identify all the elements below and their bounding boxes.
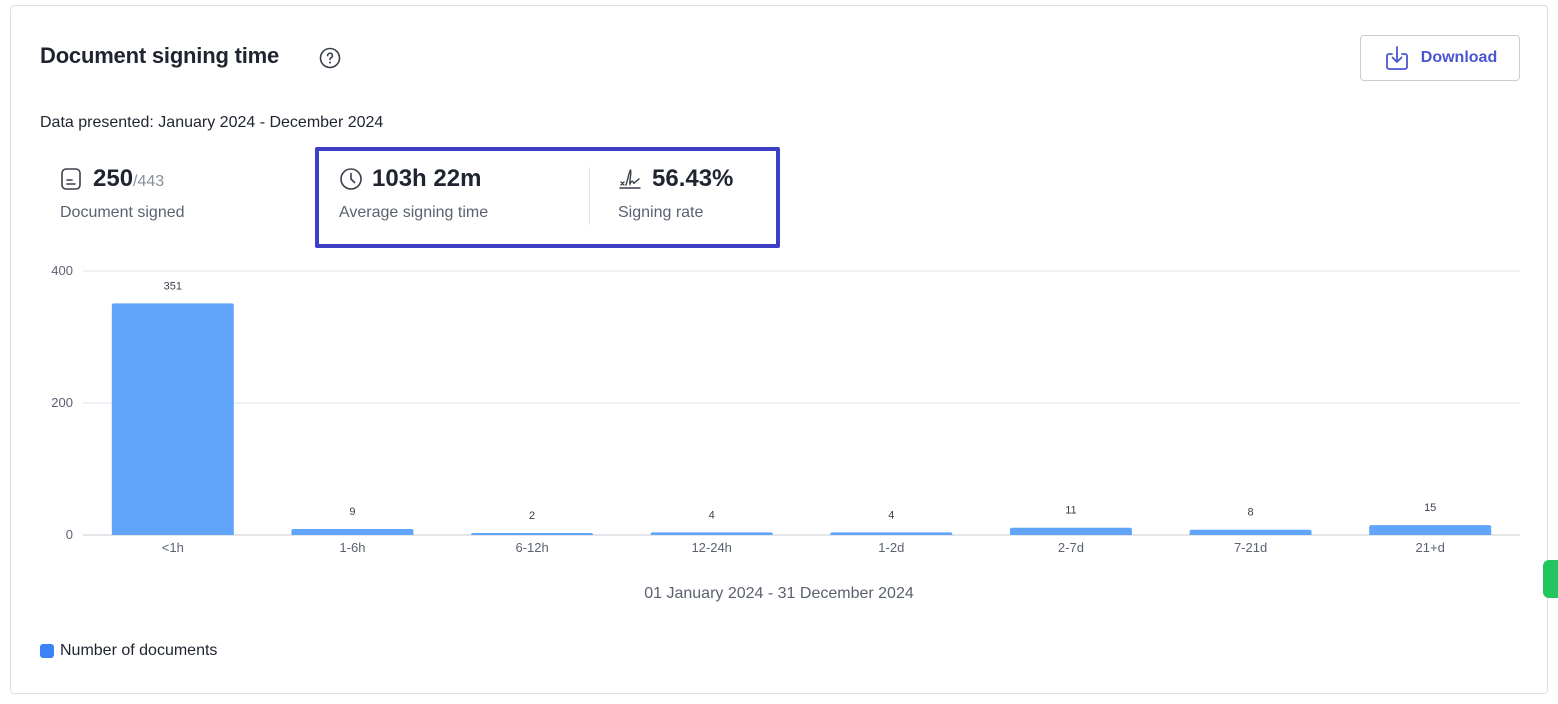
signing-time-card <box>10 5 1548 694</box>
documents-signed-value: 250/443 <box>93 165 164 193</box>
stat-divider <box>589 167 590 225</box>
bar-value-label: 2 <box>529 510 535 522</box>
average-signing-time-value: 103h 22m <box>372 165 482 192</box>
clock-icon <box>340 168 362 190</box>
bar-value-label: 9 <box>349 506 355 518</box>
bar <box>471 533 594 535</box>
x-tick-label: 2-7d <box>1058 540 1084 555</box>
chart-subtitle: 01 January 2024 - 31 December 2024 <box>644 585 914 602</box>
legend-label: Number of documents <box>60 642 218 659</box>
bar <box>650 532 773 535</box>
x-tick-label: 21+d <box>1416 540 1445 555</box>
x-tick-label: <1h <box>162 540 184 555</box>
bar-value-label: 8 <box>1248 507 1254 519</box>
download-button[interactable]: Download <box>1360 35 1520 81</box>
date-range-text: Data presented: January 2024 - December … <box>40 114 384 131</box>
bar <box>291 529 414 535</box>
y-tick-label: 400 <box>51 263 73 278</box>
bar <box>1369 525 1492 535</box>
x-tick-label: 1-2d <box>878 540 904 555</box>
y-tick-label: 200 <box>51 395 73 410</box>
signed-count: 250 <box>93 165 134 192</box>
documents-signed-label: Document signed <box>60 204 185 221</box>
bar-value-label: 4 <box>709 509 715 521</box>
signing-rate-value: 56.43% <box>652 165 734 192</box>
highlight-box <box>315 147 780 248</box>
chat-widget-tab[interactable] <box>1543 560 1558 598</box>
signature-icon <box>619 168 641 189</box>
bar-value-label: 15 <box>1424 502 1436 514</box>
document-icon <box>61 168 81 190</box>
average-signing-time-label: Average signing time <box>339 204 489 221</box>
y-tick-label: 0 <box>66 527 73 542</box>
bar-chart: 0 200 400 351 <1h 9 1-6h 2 6-12h 4 12-24h 4 1-2d 11 2-… <box>51 263 1520 555</box>
help-icon[interactable] <box>318 46 342 70</box>
bar <box>1189 529 1312 535</box>
bar-value-label: 4 <box>888 509 894 521</box>
total-count: /443 <box>133 173 165 190</box>
download-icon <box>1385 46 1408 70</box>
legend-swatch <box>40 644 54 658</box>
x-tick-label: 6-12h <box>515 540 548 555</box>
chart-legend[interactable]: Number of documents <box>40 642 217 660</box>
bar-value-label: 351 <box>164 280 182 292</box>
x-tick-label: 7-21d <box>1234 540 1267 555</box>
bar <box>1009 527 1132 535</box>
x-tick-label: 12-24h <box>691 540 731 555</box>
page-title: Document signing time <box>40 43 280 68</box>
bar <box>111 303 234 535</box>
x-tick-label: 1-6h <box>339 540 365 555</box>
signing-rate-label: Signing rate <box>618 204 704 221</box>
bar <box>830 532 953 535</box>
download-label: Download <box>1420 49 1498 66</box>
bar-value-label: 11 <box>1065 505 1076 517</box>
